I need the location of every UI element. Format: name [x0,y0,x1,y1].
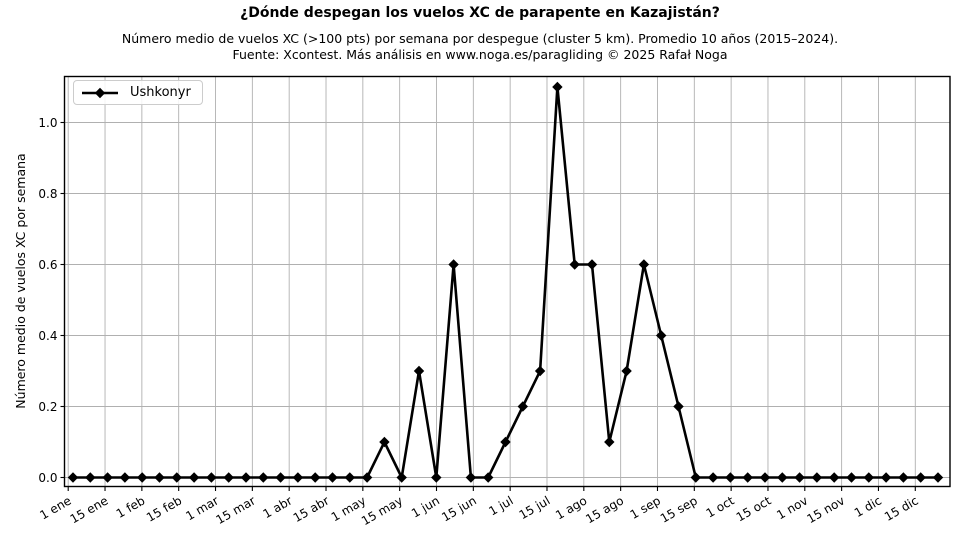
x-tick-label: 1 jul [486,493,515,518]
data-point-marker [656,330,667,341]
x-tick-label: 1 oct [704,493,737,520]
x-tick-label: 15 nov [805,493,848,526]
data-point-marker [621,365,632,377]
data-point-marker [604,436,615,448]
x-tick-label: 1 abr [261,493,295,521]
data-point-marker [829,472,840,483]
x-tick-label: 15 jul [517,493,553,522]
y-tick-label: 1.0 [38,116,57,130]
data-point-marker [552,81,563,93]
legend-diamond-marker-icon [82,87,118,98]
data-point-marker [465,472,477,483]
data-point-marker [223,472,234,483]
y-tick-label: 0.8 [38,187,57,201]
data-point-marker [206,472,217,483]
data-point-marker [188,472,200,483]
data-point-marker [794,472,805,483]
chart-subtitle-line2: Fuente: Xcontest. Más análisis en www.no… [232,47,728,62]
data-point-marker [517,401,528,412]
x-tick-label: 15 may [359,493,405,528]
data-point-marker [327,472,338,483]
data-point-marker [344,472,355,483]
data-point-marker [915,472,926,483]
data-point-marker [258,472,269,483]
data-point-marker [707,472,719,483]
data-point-marker [483,472,494,483]
x-tick-label: 15 feb [144,493,184,524]
data-point-marker [67,472,79,483]
data-point-marker [171,472,182,483]
y-tick-label: 0.2 [38,400,57,414]
chart-title: ¿Dónde despegan los vuelos XC de parapen… [240,5,720,21]
data-point-marker [725,472,736,483]
data-point-marker [310,472,321,483]
data-point-marker [898,472,909,483]
data-point-marker [361,472,373,483]
x-tick-label: 15 oct [734,493,774,524]
x-tick-label: 1 sep [628,493,663,521]
data-point-marker [863,472,874,483]
data-point-marker [396,472,407,483]
data-point-marker [275,472,286,483]
data-point-marker [586,259,598,270]
data-point-marker [742,472,753,483]
y-tick-label: 0.6 [38,258,57,272]
gridlines [64,76,950,487]
y-tick-labels: 0.0 0.2 0.4 0.6 0.8 1.0 [38,116,57,485]
data-point-marker [811,472,823,483]
legend: Ushkonyr [73,80,203,105]
data-point-marker [777,472,788,483]
data-point-marker [85,472,96,483]
x-tick-label: 1 ene [37,493,73,522]
data-point-marker [759,472,771,483]
series-line-ushkonyr [71,85,940,479]
y-tick-label: 0.0 [38,471,57,485]
data-point-marker [431,472,442,483]
data-point-marker [119,472,131,483]
data-point-marker [534,365,546,377]
data-point-marker [846,472,857,483]
data-point-marker [690,472,701,483]
x-tick-label: 1 dic [852,493,884,520]
x-tick-label: 1 feb [114,493,148,520]
data-point-marker [500,436,511,448]
chart-subtitle-line1: Número medio de vuelos XC (>100 pts) por… [121,31,839,46]
data-point-marker [240,472,252,483]
data-point-marker [413,365,425,377]
x-tick-label: 15 sep [658,493,700,525]
data-point-marker [638,259,650,270]
x-tick-label: 15 jun [439,493,479,524]
x-tick-label: 1 ago [553,493,589,522]
y-tick-label: 0.4 [38,329,57,343]
tick-marks [60,121,916,491]
data-point-marker [880,472,892,483]
data-point-marker [102,472,113,483]
x-tick-label: 15 ene [68,493,111,526]
data-point-marker [137,472,148,483]
x-tick-label: 15 ago [583,493,626,526]
data-point-marker [448,259,459,270]
x-tick-label: 1 jun [409,493,442,520]
x-tick-label: 1 nov [774,493,810,522]
data-point-marker [154,472,165,483]
x-tick-label: 15 dic [882,493,921,523]
x-tick-label: 15 mar [214,493,258,527]
series-markers-ushkonyr [67,81,944,483]
legend-label: Ushkonyr [130,84,191,100]
data-point-marker [673,401,684,412]
data-point-marker [292,472,304,483]
x-tick-label: 15 abr [291,493,332,525]
plot-border [63,75,951,488]
y-axis-label: Número medio de vuelos XC por semana [13,153,28,408]
data-point-marker [569,259,580,270]
data-point-marker [379,436,390,448]
data-point-marker [932,472,944,483]
